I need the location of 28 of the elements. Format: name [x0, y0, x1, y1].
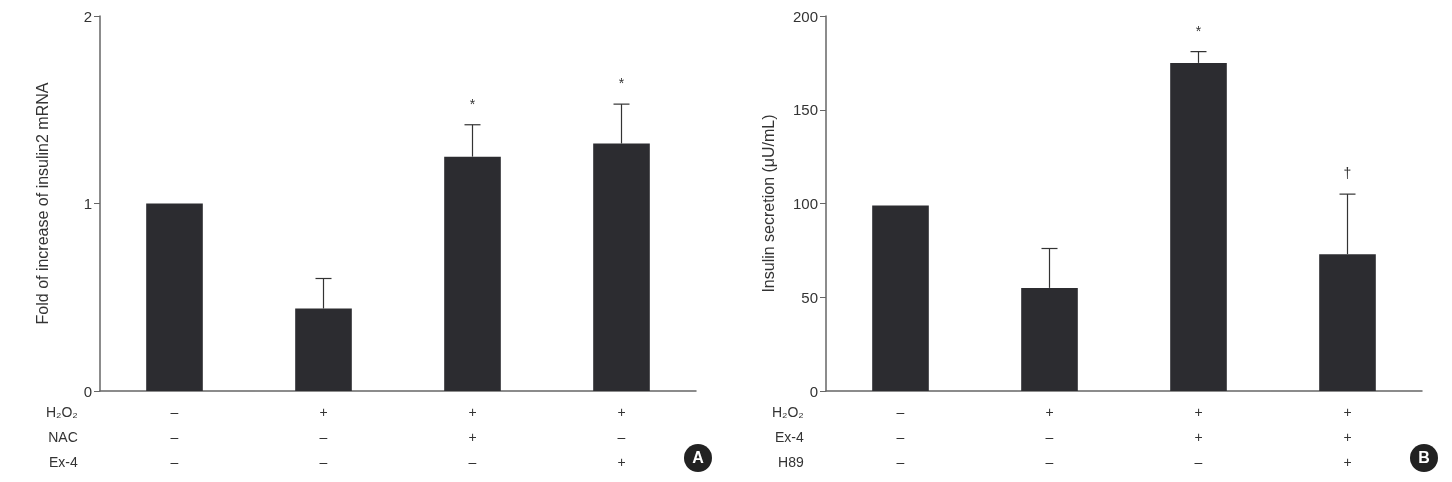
annotation: †: [1343, 165, 1352, 182]
y-tick-label: 2: [83, 7, 92, 25]
panel-badge: B: [1410, 444, 1438, 472]
y-tick-label: 150: [792, 101, 818, 119]
bar: [872, 205, 929, 391]
x-tick-label: + + +: [1343, 403, 1352, 470]
y-axis-title: Fold of increase of insulin2 mRNA: [33, 82, 51, 325]
y-tick-label: 1: [83, 195, 92, 212]
y-tick-label: 0: [83, 382, 92, 400]
y-tick-label: 0: [809, 382, 818, 400]
x-axis-title: H₂O₂ NAC Ex-4: [45, 403, 78, 470]
x-tick-label: + – –: [319, 403, 328, 470]
x-tick-label: + + –: [468, 403, 477, 470]
y-axis-title: Insulin secretion (μU/mL): [759, 114, 777, 293]
panel-badge: A: [684, 444, 712, 472]
y-tick-label: 50: [801, 288, 818, 306]
x-axis-title: H₂O₂ Ex-4 H89: [771, 403, 804, 470]
annotation: *: [618, 75, 625, 92]
x-tick-label: + – +: [617, 403, 626, 470]
annotation: *: [469, 95, 476, 112]
bar: [146, 203, 203, 391]
y-tick-label: 200: [792, 7, 818, 25]
x-tick-label: – – –: [170, 403, 179, 470]
y-tick-label: 100: [792, 195, 818, 212]
annotation: *: [1195, 22, 1202, 39]
x-tick-label: + – –: [1045, 403, 1054, 470]
x-tick-label: – – –: [896, 403, 905, 470]
x-tick-label: + + –: [1194, 403, 1203, 470]
